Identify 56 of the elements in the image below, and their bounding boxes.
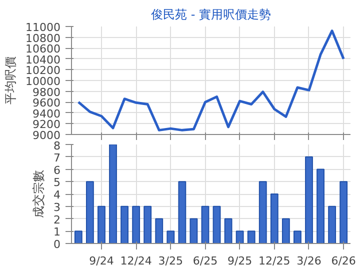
bar — [74, 230, 82, 244]
bar — [190, 218, 198, 244]
y-tick-label: 9200 — [32, 118, 61, 132]
bar — [132, 206, 140, 244]
y-tick-label: 10000 — [26, 75, 61, 88]
x-tick-label: 3/25 — [158, 254, 183, 268]
bar — [178, 181, 186, 244]
x-tick-label: 9/24 — [89, 254, 114, 268]
x-tick-label: 6/25 — [192, 254, 218, 268]
y-tick-label: 10200 — [26, 64, 61, 78]
bar — [144, 206, 152, 244]
bar — [155, 218, 164, 244]
y-tick-label: 9600 — [32, 96, 61, 110]
y-tick-label: 5 — [54, 176, 60, 190]
y-tick-label: 9800 — [32, 86, 61, 99]
bar — [316, 168, 324, 244]
bar — [201, 206, 210, 244]
x-tick-label: 6/26 — [331, 254, 356, 268]
y-tick-label: 10400 — [26, 53, 61, 66]
bar — [328, 206, 336, 244]
bar — [294, 230, 302, 244]
bar — [305, 156, 313, 244]
line-series — [77, 30, 345, 132]
bar — [340, 181, 348, 244]
bar — [109, 144, 117, 244]
y-tick-label: 2 — [54, 213, 60, 226]
y-tick-label: 10600 — [26, 42, 61, 56]
bar — [258, 181, 267, 244]
chart-title: 俊民苑 - 實用呎價走勢 — [150, 8, 271, 22]
y-tick-label: 3 — [54, 200, 60, 214]
bar — [247, 230, 256, 244]
y-axis-title: 平均呎價 — [4, 56, 18, 104]
bar — [236, 230, 244, 244]
bar — [282, 218, 290, 244]
bar — [270, 194, 278, 244]
x-tick-label: 12/25 — [258, 254, 290, 268]
y-tick-label: 6 — [54, 164, 60, 177]
y-axis-title: 成交宗數 — [32, 170, 46, 218]
x-tick-label: 9/25 — [227, 254, 252, 268]
bar — [98, 206, 106, 244]
y-tick-label: 0 — [54, 238, 60, 251]
bar — [166, 230, 175, 244]
x-tick-label: 3/26 — [296, 254, 322, 268]
y-tick-label: 10800 — [26, 32, 61, 45]
y-tick-label: 11000 — [26, 21, 61, 34]
y-tick-label: 8 — [54, 140, 60, 152]
y-tick-label: 9000 — [32, 129, 61, 142]
y-tick-label: 7 — [54, 151, 60, 164]
y-tick-label: 4 — [54, 188, 60, 202]
bar — [120, 206, 128, 244]
bar — [224, 218, 232, 244]
y-tick-label: 9400 — [32, 107, 61, 120]
y-tick-label: 1 — [54, 226, 60, 239]
x-tick-label: 12/24 — [120, 254, 152, 268]
bar — [86, 181, 94, 244]
bar — [212, 206, 221, 244]
